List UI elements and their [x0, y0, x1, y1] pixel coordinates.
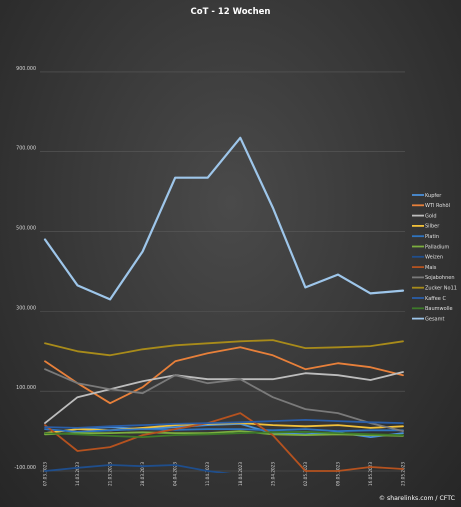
- x-tick-label: 18.04.2023: [238, 462, 243, 486]
- series-line-palladium: [44, 430, 404, 437]
- legend-label: Kupfer: [425, 193, 442, 199]
- series-layer: [43, 136, 405, 473]
- series-line-zucker-no11: [44, 339, 404, 357]
- series-line-sojabohnen: [44, 368, 404, 433]
- x-axis-ticks: 07.03.2023 14.03.2023 21.03.2023 28.03.2023…: [43, 462, 406, 486]
- x-tick-label: 04.04.2023: [173, 462, 178, 486]
- legend-label: Kaffee C: [425, 296, 446, 302]
- chart-credit: © sharelinks.com / CFTC: [379, 494, 455, 502]
- legend-label: Baumwolle: [425, 306, 453, 312]
- series-line-platin: [44, 428, 404, 433]
- series-line-gesamt: [43, 136, 405, 301]
- x-tick-label: 14.03.2023: [75, 462, 80, 486]
- series-line-mais: [44, 412, 404, 472]
- x-tick-label: 23.05.2023: [401, 462, 406, 486]
- series-line-wti-roh-l: [44, 346, 404, 405]
- legend-label: Mais: [425, 265, 437, 271]
- legend-label: WTI Rohöl: [425, 203, 450, 209]
- x-tick-label: 02.05.2023: [303, 462, 308, 486]
- chart-title: CoT - 12 Wochen: [191, 7, 271, 17]
- legend-label: Silber: [425, 224, 440, 230]
- y-axis-ticks: -100.000 100.000 300.000 500.000 700.000 900.…: [14, 66, 36, 471]
- x-tick-label: 11.04.2023: [205, 462, 210, 486]
- x-tick-label: 07.03.2023: [43, 462, 48, 486]
- y-tick-label: -100.000: [14, 465, 36, 471]
- legend-label: Palladium: [425, 244, 449, 250]
- legend-label: Weizen: [425, 255, 443, 261]
- y-tick-label: 300.000: [16, 305, 36, 311]
- x-tick-label: 09.05.2023: [335, 462, 340, 486]
- legend-label: Zucker No11: [425, 286, 457, 292]
- legend-label: Gesamt: [425, 316, 444, 322]
- series-line-kaffee-c: [44, 418, 404, 429]
- legend-label: Sojabohnen: [425, 275, 455, 281]
- y-tick-label: 900.000: [16, 66, 36, 72]
- x-tick-label: 21.03.2023: [108, 462, 113, 486]
- y-tick-label: 500.000: [16, 226, 36, 232]
- x-tick-label: 16.05.2023: [368, 462, 373, 486]
- series-line-gold: [44, 371, 404, 425]
- legend-label: Gold: [425, 213, 437, 219]
- x-tick-label: 25.04.2023: [270, 462, 275, 486]
- y-tick-label: 100.000: [16, 385, 36, 391]
- series-line-weizen: [44, 464, 232, 473]
- series-line-baumwolle: [44, 430, 404, 439]
- grid-layer: [40, 71, 405, 472]
- legend: Kupfer WTI Rohöl Gold Silber Platin Palladium…: [412, 193, 457, 322]
- legend-label: Platin: [425, 234, 439, 240]
- x-tick-label: 28.03.2023: [140, 462, 145, 486]
- y-tick-label: 700.000: [16, 146, 36, 152]
